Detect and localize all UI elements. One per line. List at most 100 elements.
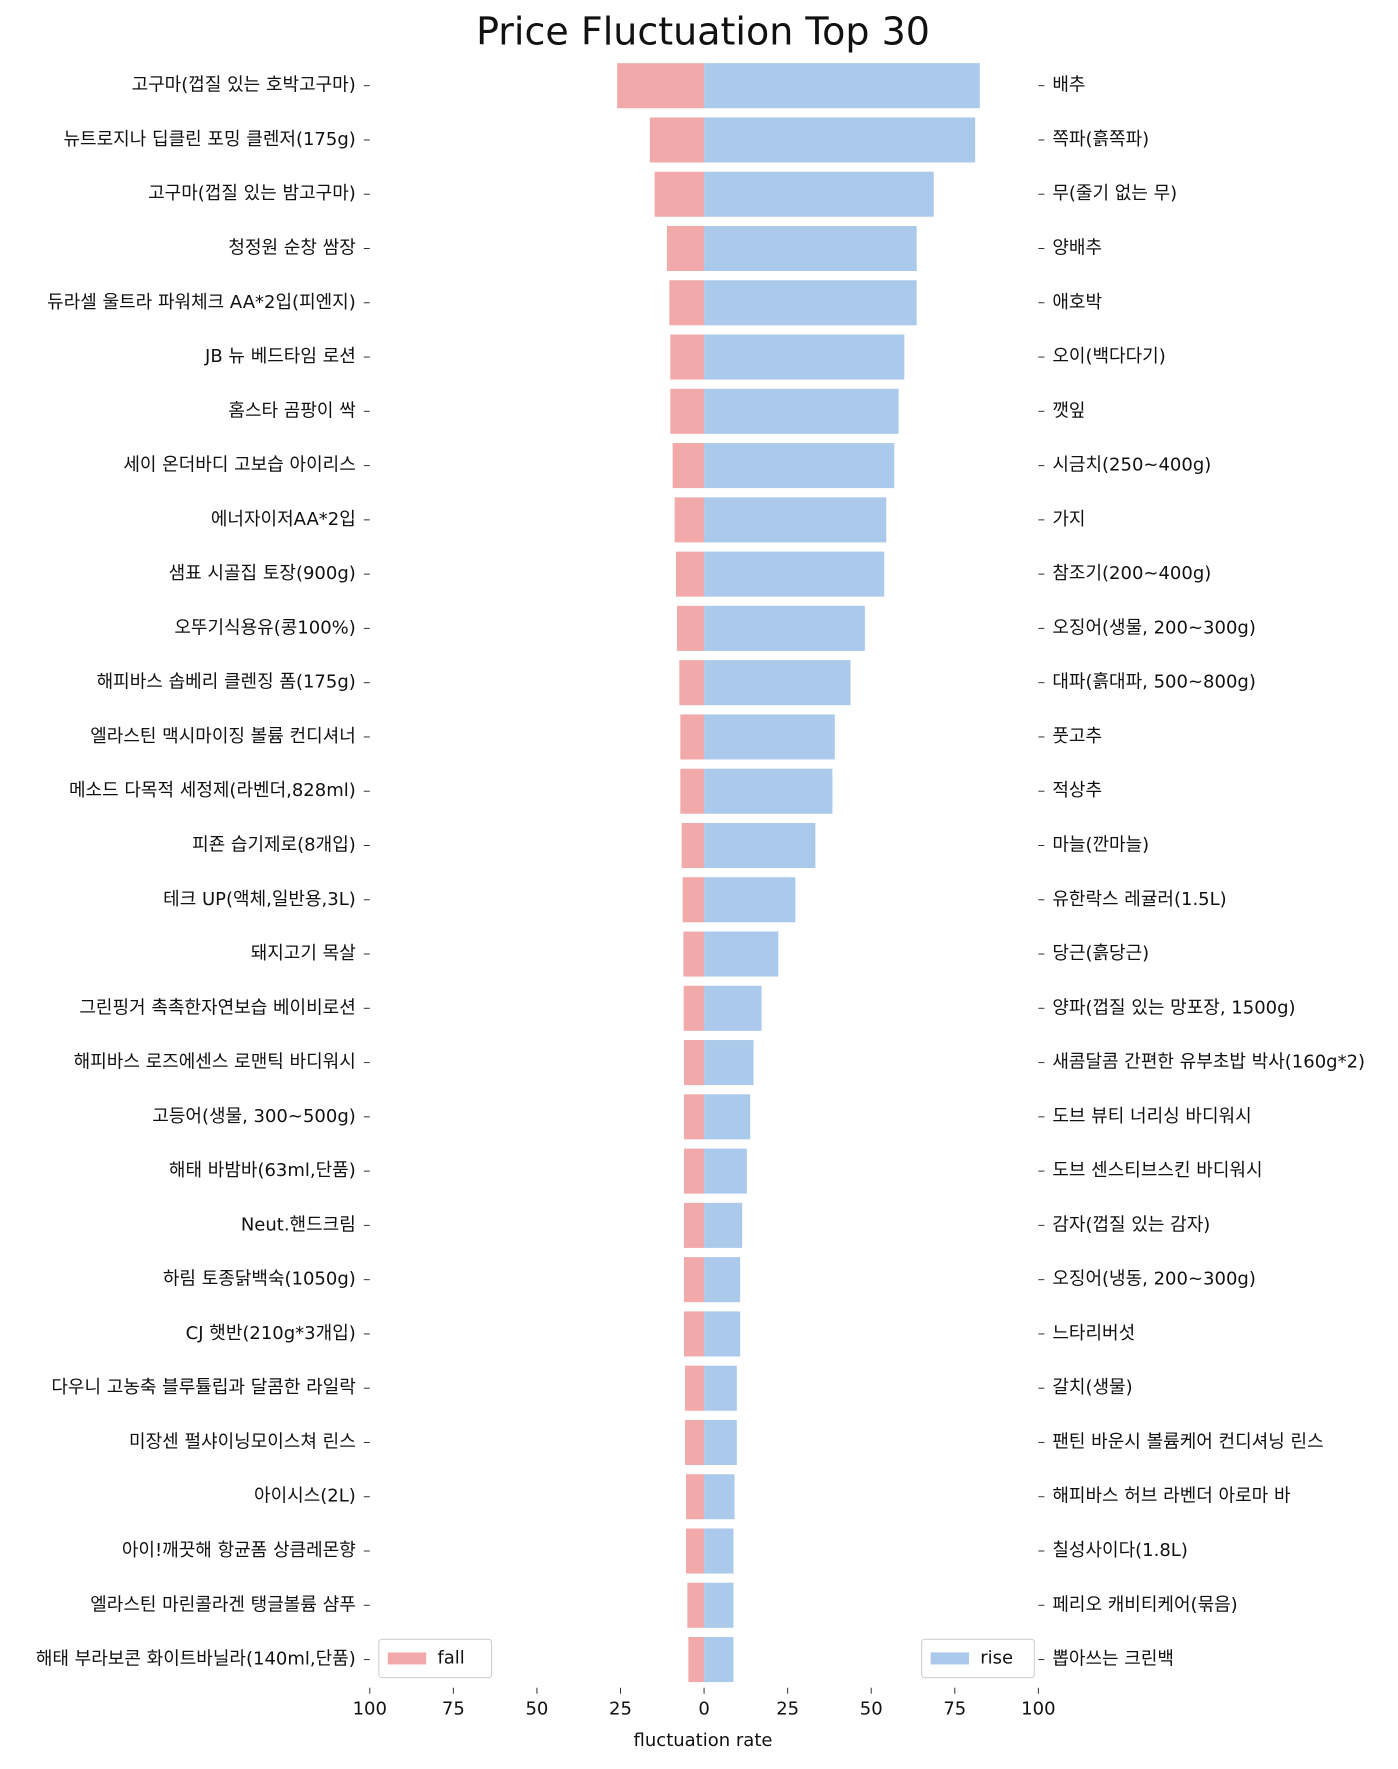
bar (683, 931, 705, 977)
y-tick-label: 다우니 고농축 블루튤립과 달콤한 라일락 (51, 1377, 355, 1398)
bar (704, 1637, 734, 1683)
y-tick-label: 배추 (1052, 75, 1085, 96)
y-tick-label: 메소드 다목적 세정제(라벤더,828ml) (69, 780, 356, 801)
y-tick-label: 에너자이저AA*2입 (211, 509, 356, 530)
bar (682, 877, 705, 923)
bar (684, 1202, 705, 1248)
y-tick-label: 팬틴 바운시 볼륨케어 컨디셔닝 린스 (1052, 1431, 1323, 1452)
bar (686, 1528, 705, 1574)
bar (684, 1040, 705, 1086)
y-tick-label: 유한락스 레귤러(1.5L) (1052, 889, 1226, 910)
bar (685, 1419, 705, 1465)
y-tick-label: 페리오 캐비티케어(묶음) (1052, 1594, 1237, 1615)
bar (704, 605, 865, 651)
y-tick-label: 해피바스 허브 라벤더 아로마 바 (1052, 1486, 1291, 1507)
y-tick-label: 홈스타 곰팡이 싹 (228, 400, 355, 421)
y-tick-label: 미장센 펄샤이닝모이스쳐 린스 (129, 1431, 356, 1452)
legend-label: fall (437, 1647, 464, 1668)
bar (675, 551, 705, 597)
bar (704, 1257, 741, 1303)
y-tick-label: 고구마(껍질 있는 호박고구마) (132, 75, 356, 96)
y-tick-label: 도브 센스티브스킨 바디워시 (1052, 1160, 1262, 1181)
bar (684, 1148, 705, 1194)
y-tick-label: 도브 뷰티 너리싱 바디워시 (1052, 1106, 1251, 1127)
y-tick-label: 세이 온더바디 고보습 아이리스 (123, 455, 355, 476)
y-tick-label: 그린핑거 촉촉한자연보습 베이비로션 (79, 997, 355, 1018)
y-tick-label: 해태 바밤바(63ml,단품) (169, 1160, 356, 1181)
bar (686, 1474, 705, 1520)
y-tick-label: 듀라셀 울트라 파워체크 AA*2입(피엔지) (47, 292, 356, 313)
bar (704, 225, 917, 272)
y-tick-label: 가지 (1052, 509, 1085, 530)
y-tick-label: 오뚜기식용유(콩100%) (174, 617, 355, 638)
bar (704, 822, 816, 869)
y-tick-label: 느타리버섯 (1052, 1323, 1135, 1344)
bar (704, 1419, 737, 1465)
y-tick-label: 애호박 (1052, 292, 1102, 313)
y-tick-label: 쪽파(흙쪽파) (1052, 129, 1149, 150)
bar (688, 1637, 705, 1683)
x-axis-label: fluctuation rate (634, 1730, 773, 1751)
bar (704, 171, 934, 217)
bar (704, 1528, 734, 1574)
y-tick-label: 양파(껍질 있는 망포장, 1500g) (1052, 997, 1295, 1018)
bar (687, 1582, 705, 1628)
y-tick-label: 고등어(생물, 300~500g) (152, 1106, 356, 1127)
bar (704, 1474, 735, 1520)
y-tick-label: 아이!깨끗해 항균폼 상큼레몬향 (122, 1540, 356, 1561)
bar (704, 388, 899, 434)
y-tick-label: 뽑아쓰는 크린백 (1052, 1649, 1174, 1670)
y-tick-label: 엘라스틴 마린콜라겐 탱글볼륨 샴푸 (90, 1594, 356, 1615)
bar (684, 1257, 705, 1303)
bar (704, 1148, 747, 1194)
y-tick-label: 피죤 습기제로(8개입) (192, 834, 356, 855)
bar (704, 1202, 743, 1248)
bar (672, 443, 705, 489)
bar (670, 334, 705, 380)
bar (704, 1582, 734, 1628)
bar (704, 117, 976, 163)
y-tick-label: Neut.핸드크림 (241, 1214, 356, 1235)
y-tick-label: 하림 토종닭백숙(1050g) (163, 1269, 356, 1290)
bar (684, 1311, 705, 1357)
x-tick-label: 0 (698, 1699, 709, 1720)
y-tick-label: 칠성사이다(1.8L) (1052, 1540, 1188, 1561)
y-tick-label: 청정원 순창 쌈장 (228, 237, 355, 258)
bar (704, 714, 835, 760)
legend-swatch (930, 1652, 969, 1665)
bar (670, 388, 705, 434)
y-tick-label: 엘라스틴 맥시마이징 볼륨 컨디셔너 (90, 726, 356, 747)
legend-label: rise (980, 1647, 1013, 1668)
y-tick-label: 갈치(생물) (1052, 1377, 1132, 1398)
legend-box (921, 1638, 1035, 1679)
x-tick-label: 75 (943, 1699, 966, 1720)
y-tick-label: 깻잎 (1052, 400, 1085, 421)
legend-box (378, 1638, 493, 1679)
bar (704, 63, 980, 109)
y-tick-label: 고구마(껍질 있는 밤고구마) (148, 183, 356, 204)
y-tick-label: 해피바스 솝베리 클렌징 폼(175g) (97, 672, 356, 693)
bar (704, 1311, 741, 1357)
y-tick-label: 샘표 시골집 토장(900g) (169, 563, 356, 584)
bar (680, 714, 705, 760)
y-tick-label: 참조기(200~400g) (1052, 563, 1211, 584)
y-tick-label: JB 뉴 베드타임 로션 (204, 346, 356, 367)
bar (666, 225, 705, 272)
y-tick-label: 해피바스 로즈에센스 로맨틱 바디워시 (74, 1052, 356, 1073)
y-tick-label: 오징어(냉동, 200~300g) (1052, 1269, 1256, 1290)
bar (617, 63, 705, 109)
bar (679, 660, 705, 706)
x-tick-label: 100 (353, 1699, 387, 1720)
y-tick-label: 당근(흙당근) (1052, 943, 1149, 964)
bar (674, 497, 705, 543)
y-tick-label: 대파(흙대파, 500~800g) (1052, 672, 1256, 693)
bar (684, 1094, 705, 1140)
x-tick-label: 75 (442, 1699, 465, 1720)
y-tick-label: 돼지고기 목살 (251, 943, 356, 964)
bar (704, 1040, 754, 1086)
bar (669, 280, 705, 326)
y-tick-label: 새콤달콤 간편한 유부초밥 박사(160g*2) (1052, 1052, 1365, 1073)
y-tick-label: 무(줄기 없는 무) (1052, 183, 1177, 204)
bar (683, 985, 705, 1031)
